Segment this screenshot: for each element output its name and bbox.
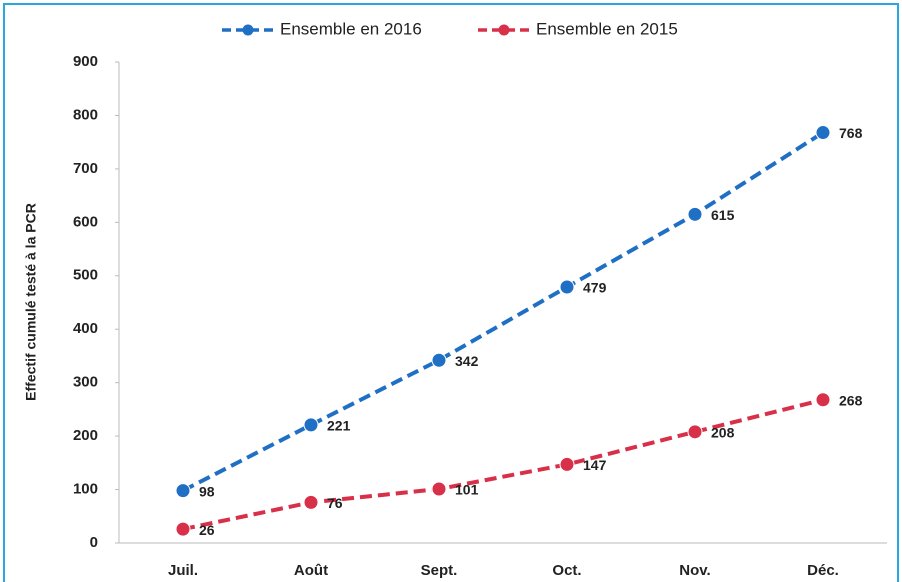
point bbox=[303, 417, 319, 433]
y-tick-label: 0 bbox=[90, 534, 98, 551]
x-tick-label: Août bbox=[294, 562, 328, 579]
data-label: 221 bbox=[327, 418, 351, 434]
data-label: 208 bbox=[711, 425, 735, 441]
y-tick-label: 100 bbox=[73, 481, 98, 498]
x-tick-label: Déc. bbox=[807, 562, 839, 579]
legend-marker bbox=[242, 24, 254, 36]
point bbox=[431, 352, 447, 368]
x-tick-label: Nov. bbox=[679, 562, 710, 579]
data-label: 98 bbox=[199, 483, 215, 499]
y-tick-label: 600 bbox=[73, 213, 98, 230]
data-label: 268 bbox=[839, 392, 863, 408]
y-axis-label: Effectif cumulé testé à la PCR bbox=[23, 203, 39, 401]
data-label: 768 bbox=[839, 125, 863, 141]
y-tick-label: 700 bbox=[73, 160, 98, 177]
x-tick-label: Oct. bbox=[552, 562, 581, 579]
point bbox=[559, 456, 575, 472]
data-label: 76 bbox=[327, 495, 343, 511]
data-label: 26 bbox=[199, 522, 215, 538]
series-line bbox=[182, 397, 824, 532]
data-label: 615 bbox=[711, 207, 735, 223]
point bbox=[175, 521, 191, 537]
point bbox=[431, 481, 447, 497]
y-tick-label: 500 bbox=[73, 267, 98, 284]
data-label: 342 bbox=[455, 353, 479, 369]
legend-label: Ensemble en 2016 bbox=[280, 19, 422, 38]
point bbox=[687, 206, 703, 222]
y-tick-label: 900 bbox=[73, 53, 98, 70]
y-tick-label: 300 bbox=[73, 374, 98, 391]
point bbox=[687, 424, 703, 440]
point bbox=[175, 483, 191, 499]
legend-label: Ensemble en 2015 bbox=[536, 19, 678, 38]
point bbox=[303, 494, 319, 510]
series-line bbox=[182, 130, 825, 493]
data-label: 479 bbox=[583, 280, 607, 296]
y-tick-label: 400 bbox=[73, 320, 98, 337]
legend-marker bbox=[498, 24, 510, 36]
y-tick-label: 200 bbox=[73, 427, 98, 444]
point bbox=[559, 279, 575, 295]
frame bbox=[3, 3, 899, 582]
x-tick-label: Juil. bbox=[168, 562, 198, 579]
data-label: 101 bbox=[455, 482, 479, 498]
data-label: 147 bbox=[583, 457, 607, 473]
x-tick-label: Sept. bbox=[421, 562, 458, 579]
point bbox=[815, 125, 831, 141]
point bbox=[815, 392, 831, 408]
y-tick-label: 800 bbox=[73, 106, 98, 123]
